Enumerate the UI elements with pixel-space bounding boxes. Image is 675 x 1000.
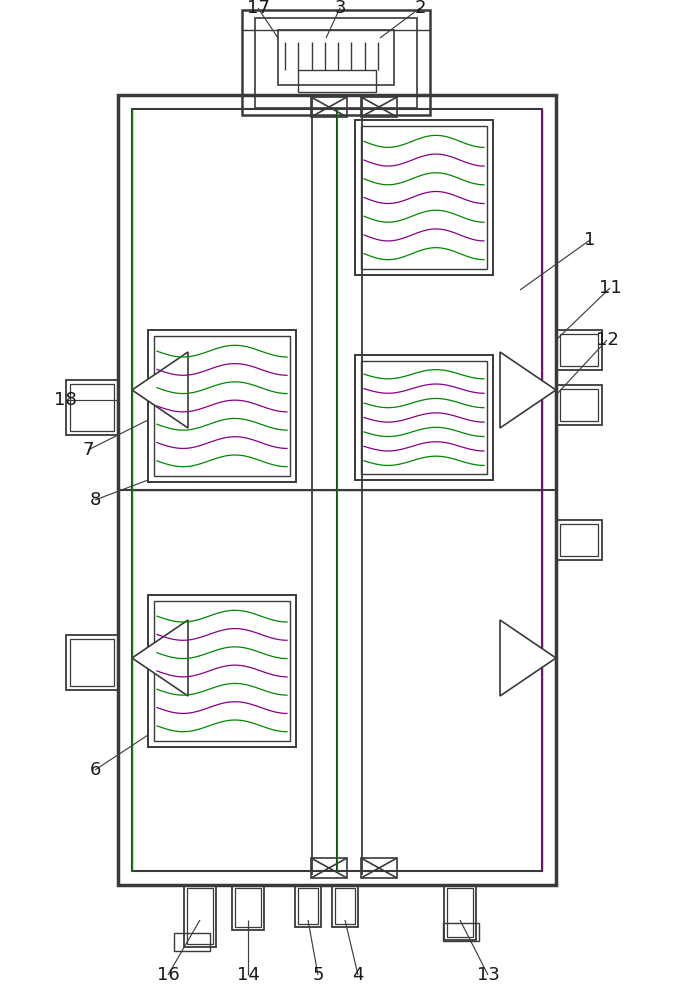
Bar xyxy=(184,885,216,947)
Bar xyxy=(444,885,476,940)
Text: 4: 4 xyxy=(352,966,364,984)
Text: 13: 13 xyxy=(477,966,500,984)
Bar xyxy=(70,384,114,431)
Bar xyxy=(560,389,598,421)
Text: 8: 8 xyxy=(89,491,101,509)
Polygon shape xyxy=(132,620,188,696)
Bar xyxy=(148,330,296,482)
Text: 6: 6 xyxy=(89,761,101,779)
Bar xyxy=(335,888,355,924)
Bar xyxy=(187,888,213,944)
Text: 2: 2 xyxy=(414,0,426,17)
Bar xyxy=(355,355,493,480)
Bar xyxy=(298,888,318,924)
Bar xyxy=(332,885,358,927)
Bar xyxy=(242,10,430,115)
Bar xyxy=(556,385,602,425)
Bar xyxy=(443,923,479,941)
Bar xyxy=(174,933,210,951)
Bar xyxy=(355,120,493,275)
Bar xyxy=(361,361,487,474)
Polygon shape xyxy=(500,620,556,696)
Polygon shape xyxy=(132,352,188,428)
Bar xyxy=(278,30,394,85)
Bar xyxy=(311,97,347,117)
Bar xyxy=(66,380,118,435)
Bar xyxy=(361,126,487,269)
Bar xyxy=(556,520,602,560)
Bar xyxy=(148,595,296,747)
Text: 11: 11 xyxy=(599,279,622,297)
Text: 18: 18 xyxy=(53,391,76,409)
Text: 14: 14 xyxy=(236,966,259,984)
Bar xyxy=(66,635,118,690)
Text: 3: 3 xyxy=(334,0,346,17)
Bar xyxy=(556,330,602,370)
Text: 16: 16 xyxy=(157,966,180,984)
Bar xyxy=(235,888,261,927)
Bar xyxy=(255,18,417,108)
Bar xyxy=(232,885,264,930)
Bar xyxy=(118,95,556,885)
Text: 7: 7 xyxy=(82,441,94,459)
Bar xyxy=(447,888,473,937)
Bar xyxy=(154,601,290,741)
Text: 1: 1 xyxy=(585,231,595,249)
Bar xyxy=(70,639,114,686)
Text: 17: 17 xyxy=(246,0,269,17)
Bar xyxy=(560,524,598,556)
Text: 12: 12 xyxy=(595,331,618,349)
Bar xyxy=(361,97,397,117)
Bar xyxy=(560,334,598,366)
Text: 5: 5 xyxy=(313,966,324,984)
Bar xyxy=(132,109,542,871)
Bar xyxy=(154,336,290,476)
Bar xyxy=(298,70,376,92)
Bar xyxy=(311,858,347,878)
Bar xyxy=(295,885,321,927)
Polygon shape xyxy=(500,352,556,428)
Bar xyxy=(361,858,397,878)
